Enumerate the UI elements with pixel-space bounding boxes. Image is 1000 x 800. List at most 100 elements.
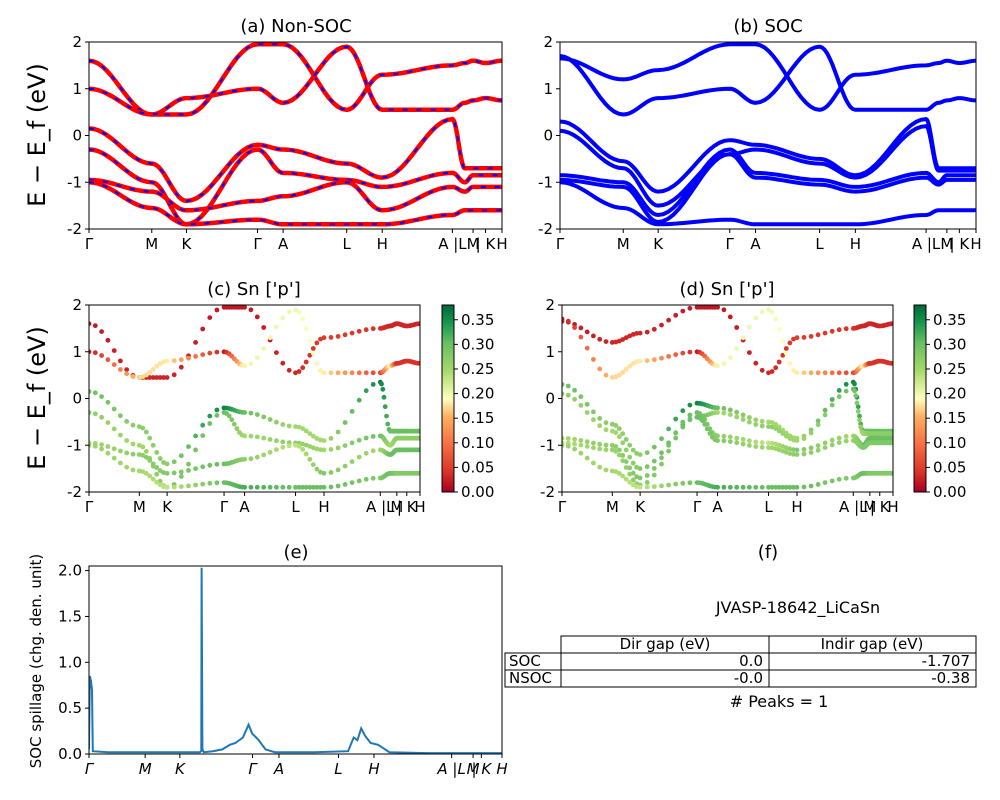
projection-point — [753, 444, 759, 449]
projection-point — [578, 394, 584, 400]
xtick-label: K — [162, 498, 173, 516]
projection-point — [808, 445, 814, 451]
projection-point — [822, 445, 828, 450]
projection-point — [254, 314, 260, 320]
projection-point — [307, 431, 313, 436]
projection-point — [584, 455, 590, 461]
projection-point — [801, 451, 807, 457]
projection-point — [773, 316, 779, 322]
projection-point — [673, 312, 679, 318]
projection-point — [637, 484, 643, 490]
panel-e: (e) SOC spillage (chg. den. unit) 0.0 0.5… — [27, 542, 508, 778]
projection-point — [578, 334, 584, 340]
band-line-dashed — [89, 181, 502, 226]
projection-point — [734, 409, 740, 415]
projection-point — [261, 325, 267, 330]
ytick-label: 1 — [72, 343, 82, 361]
projection-point — [822, 370, 828, 376]
projection-point — [150, 442, 156, 448]
ytick-label: 0.0 — [58, 745, 82, 763]
ytick-label: -2 — [67, 220, 82, 238]
projection-point — [572, 325, 577, 330]
xtick-label: H — [887, 498, 898, 516]
projection-point — [769, 424, 775, 430]
projection-point — [836, 394, 842, 400]
projection-point — [356, 397, 362, 403]
projection-point — [335, 445, 341, 451]
projection-point — [89, 349, 92, 355]
projection-point — [214, 413, 220, 418]
projection-point — [747, 438, 752, 444]
projection-point — [794, 452, 800, 457]
band-line-soc — [560, 147, 976, 218]
projection-point — [787, 340, 793, 346]
projection-point — [303, 326, 309, 332]
projection-point — [229, 417, 235, 423]
projection-point — [140, 452, 146, 458]
projection-point — [843, 381, 849, 387]
projection-point — [627, 465, 633, 471]
xtick-label: H — [496, 235, 507, 253]
panel-c-title: (c) Sn ['p'] — [207, 279, 301, 300]
gap-table-row-nsoc-label: NSOC — [509, 669, 552, 687]
projection-point — [417, 470, 420, 476]
projection-point — [759, 444, 765, 450]
xtick-label: L — [343, 235, 352, 253]
projection-point — [89, 321, 92, 327]
projection-point — [721, 307, 727, 313]
spillage-line — [89, 567, 502, 754]
projection-point — [769, 369, 775, 374]
projection-point — [808, 334, 814, 339]
projection-point — [721, 361, 727, 366]
projection-point — [616, 426, 622, 432]
ytick-label: 2 — [72, 296, 82, 314]
projection-point — [214, 461, 220, 467]
projection-point — [130, 441, 136, 447]
projection-point — [715, 410, 720, 415]
projection-point — [747, 324, 752, 330]
projection-point — [154, 450, 160, 455]
xtick-label: M — [467, 760, 480, 778]
projection-point — [620, 473, 626, 479]
projection-point — [858, 424, 864, 430]
projection-point — [572, 441, 577, 447]
projection-point — [747, 443, 752, 448]
projection-point — [627, 363, 633, 369]
projection-point — [783, 450, 789, 455]
projection-point — [584, 329, 590, 335]
projection-point — [578, 442, 584, 448]
projection-point — [356, 370, 362, 376]
xtick-label: Γ — [693, 498, 702, 516]
projection-point — [651, 472, 657, 478]
projection-point — [627, 471, 633, 477]
ytick-label: 0 — [545, 390, 555, 408]
projection-point — [572, 436, 577, 442]
xtick-label: Γ — [253, 235, 262, 253]
projection-point — [124, 367, 130, 372]
projection-point — [634, 331, 639, 336]
projection-point — [286, 484, 292, 490]
projection-point — [150, 366, 156, 372]
projection-point — [417, 321, 420, 327]
projection-point — [370, 448, 376, 454]
projection-point — [603, 447, 609, 453]
projection-point — [314, 361, 320, 366]
projection-point — [794, 335, 800, 341]
projection-point — [214, 480, 220, 486]
projection-point — [207, 315, 213, 320]
ytick-label: -2 — [540, 483, 555, 501]
projection-point — [808, 370, 814, 376]
projection-point — [154, 375, 160, 380]
ytick-label: 1.5 — [58, 607, 82, 625]
projection-point — [616, 372, 622, 378]
band-line-soc — [560, 42, 976, 112]
gap-table-row-soc-dir-cell — [560, 652, 770, 671]
projection-point — [280, 444, 286, 450]
projection-point — [248, 410, 254, 416]
projection-point — [651, 444, 657, 450]
projection-point — [164, 470, 170, 476]
projection-point — [124, 438, 130, 443]
projection-point — [143, 471, 149, 476]
